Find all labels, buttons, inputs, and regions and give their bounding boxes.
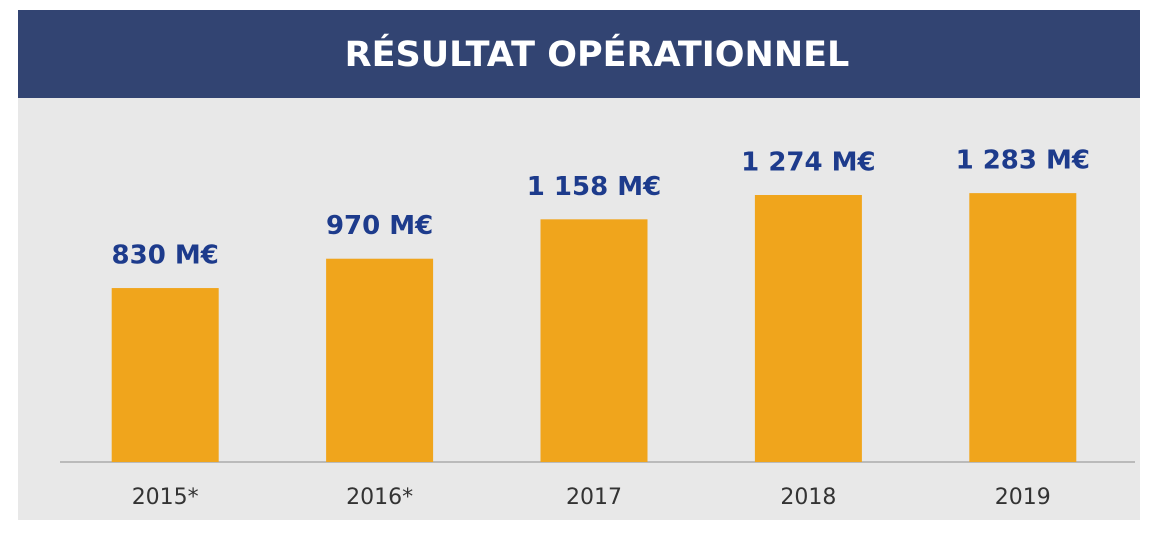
- x-tick-label: 2019: [995, 485, 1051, 510]
- value-label: 1 283 M€: [956, 146, 1090, 176]
- bar: [326, 258, 434, 462]
- value-label: 1 158 M€: [527, 172, 661, 202]
- x-tick-label: 2017: [566, 485, 622, 510]
- header: [18, 10, 1140, 98]
- x-tick-label: 2018: [780, 485, 836, 510]
- value-label: 830 M€: [112, 241, 219, 271]
- chart-title: RÉSULTAT OPÉRATIONNEL: [345, 33, 850, 75]
- bar: [754, 195, 862, 463]
- value-label: 1 274 M€: [741, 148, 875, 178]
- value-label: 970 M€: [326, 211, 433, 241]
- x-tick-label: 2016*: [346, 485, 413, 510]
- bar: [969, 193, 1077, 462]
- x-tick-label: 2015*: [132, 485, 199, 510]
- bar: [111, 288, 219, 462]
- bar: [540, 219, 648, 462]
